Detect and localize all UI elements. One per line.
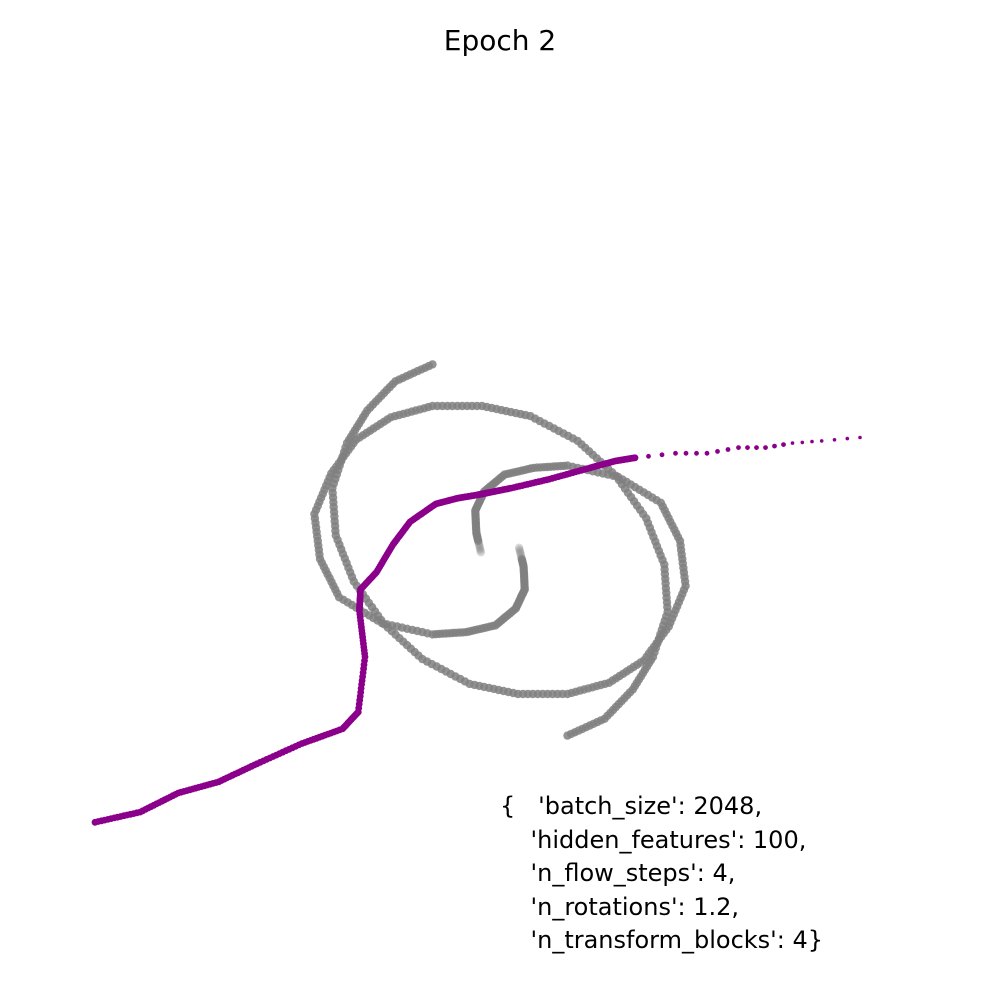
sample-point bbox=[646, 453, 651, 459]
param-line-hidden-features: 'hidden_features': 100, bbox=[500, 825, 807, 854]
sample-point bbox=[781, 442, 786, 447]
sample-point bbox=[694, 450, 699, 456]
sample-point bbox=[845, 436, 850, 441]
sample-point bbox=[632, 455, 638, 461]
spiral-point bbox=[428, 360, 437, 369]
sample-point bbox=[810, 439, 814, 444]
spiral-point bbox=[476, 546, 485, 555]
sample-point bbox=[790, 441, 795, 445]
sample-point bbox=[858, 435, 862, 440]
spiral-point bbox=[515, 545, 524, 554]
spiral-point bbox=[514, 543, 524, 552]
sample-point bbox=[772, 443, 777, 449]
sample-point bbox=[754, 445, 759, 450]
param-line-n-transform-blocks: 'n_transform_blocks': 4} bbox=[500, 926, 824, 954]
sample-point bbox=[763, 445, 768, 450]
spiral-point bbox=[563, 731, 572, 740]
sample-point bbox=[715, 449, 720, 454]
param-line-n-flow-steps: 'n_flow_steps': 4, bbox=[500, 859, 736, 887]
sample-point bbox=[819, 439, 824, 443]
chart-title: Epoch 2 bbox=[443, 24, 557, 57]
spiral-point bbox=[515, 547, 525, 556]
param-line-batch-size: { 'batch_size': 2048, bbox=[500, 792, 763, 820]
param-line-n-rotations: 'n_rotations': 1.2, bbox=[500, 892, 740, 921]
sample-point bbox=[704, 450, 710, 456]
sample-point bbox=[736, 445, 741, 450]
sample-point bbox=[745, 445, 750, 450]
spiral-point bbox=[475, 544, 485, 553]
sample-point bbox=[725, 447, 731, 452]
sample-point bbox=[832, 438, 837, 442]
sample-point bbox=[683, 450, 689, 456]
model-samples-series bbox=[91, 435, 862, 826]
sample-point bbox=[673, 450, 678, 456]
hyperparameters-text: { 'batch_size': 2048, 'hidden_features':… bbox=[500, 790, 823, 958]
spiral-point bbox=[476, 548, 486, 557]
target-series bbox=[310, 360, 690, 740]
sample-point bbox=[800, 440, 805, 445]
sample-point bbox=[659, 452, 665, 458]
